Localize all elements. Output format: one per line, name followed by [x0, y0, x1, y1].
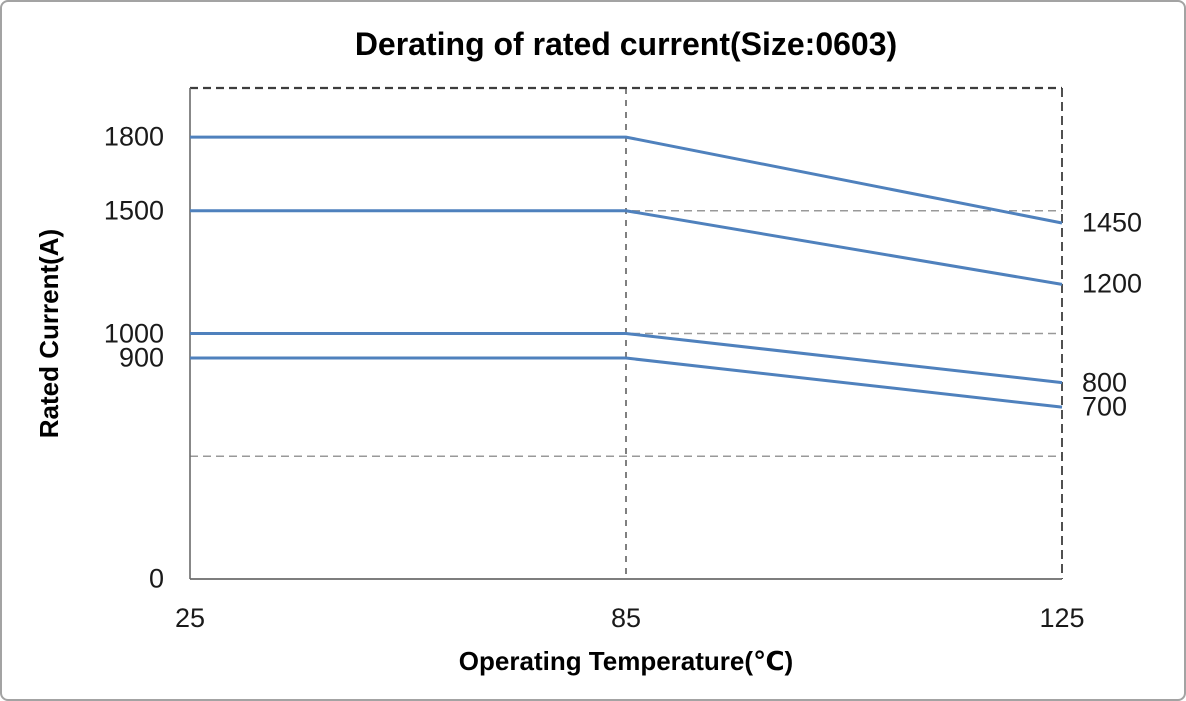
- plot-svg: [189, 86, 1063, 580]
- right-value-label-1200: 1200: [1082, 268, 1143, 299]
- series-line-rated-1500A: [190, 209, 1063, 286]
- y-tick-label-1000: 1000: [103, 318, 164, 348]
- y-tick-label-0: 0: [148, 563, 164, 594]
- chart-title: Derating of rated current(Size:0603): [354, 26, 898, 62]
- x-tick-label-85: 85: [610, 603, 642, 633]
- right-value-label-800: 800: [1082, 367, 1128, 398]
- y-axis-title-area: Rated Current(A): [18, 88, 82, 579]
- x-tick-label-125: 125: [1039, 603, 1085, 633]
- y-tick-label-1800: 1800: [103, 121, 164, 152]
- right-value-label-700: 700: [1082, 391, 1128, 422]
- y-tick-label-900: 900: [118, 342, 164, 373]
- x-tick-label-25: 25: [174, 603, 206, 633]
- series-line-rated-1000A: [190, 332, 1063, 385]
- series-line-rated-900A: [190, 356, 1063, 409]
- x-axis-title: Operating Temperature(℃): [458, 646, 794, 676]
- right-value-label-1450: 1450: [1082, 207, 1143, 238]
- y-tick-label-1500: 1500: [103, 195, 164, 226]
- series-line-rated-1800A: [190, 135, 1063, 225]
- y-axis-title: Rated Current(A): [34, 228, 65, 439]
- plot-area: 1800 1500 1000 900 0 1450 1200 800 700 25 85 125: [104, 86, 1142, 632]
